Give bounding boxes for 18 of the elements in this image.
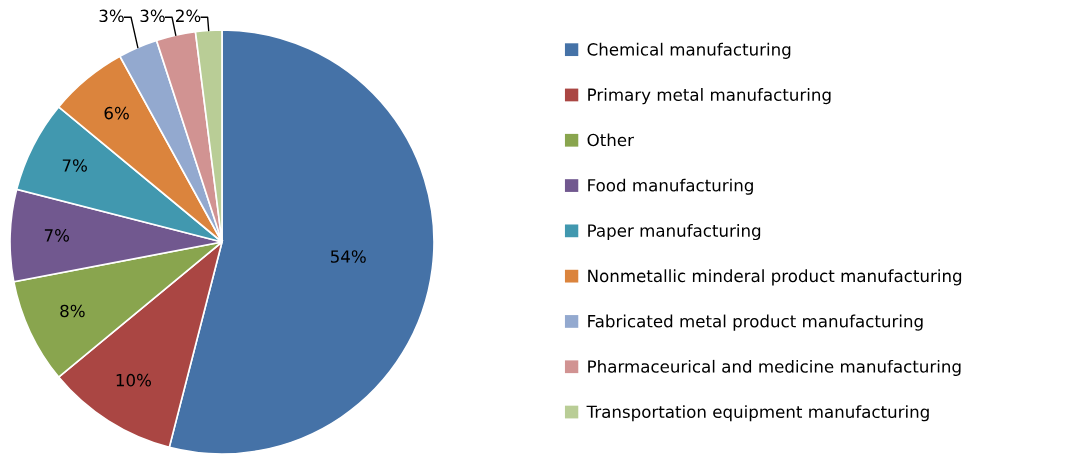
data-label: 10%	[116, 373, 151, 387]
legend-label: Primary metal manufacturing	[588, 88, 831, 105]
data-label: 7%	[62, 159, 87, 172]
data-label: 6%	[104, 106, 129, 120]
data-label: 3%	[99, 9, 124, 23]
legend-label: Paper manufacturing	[588, 223, 761, 241]
data-label: 3%	[140, 9, 165, 23]
data-label: 7%	[44, 229, 70, 242]
data-label: 54%	[330, 250, 366, 263]
legend-label: Food manufacturing	[588, 178, 753, 195]
data-label: 2%	[176, 9, 201, 23]
legend-label: Other	[587, 133, 634, 147]
legend-label: Fabricated metal product manufacturing	[588, 314, 923, 331]
data-label: 8%	[60, 304, 85, 318]
legend-label: Nonmetallic minderal product manufacturing	[588, 269, 962, 286]
legend-label: Transportation equipment manufacturing	[586, 405, 929, 422]
legend-label: Pharmaceurical and medicine manufacturing	[588, 359, 961, 377]
legend-label: Chemical manufacturing	[587, 42, 791, 59]
